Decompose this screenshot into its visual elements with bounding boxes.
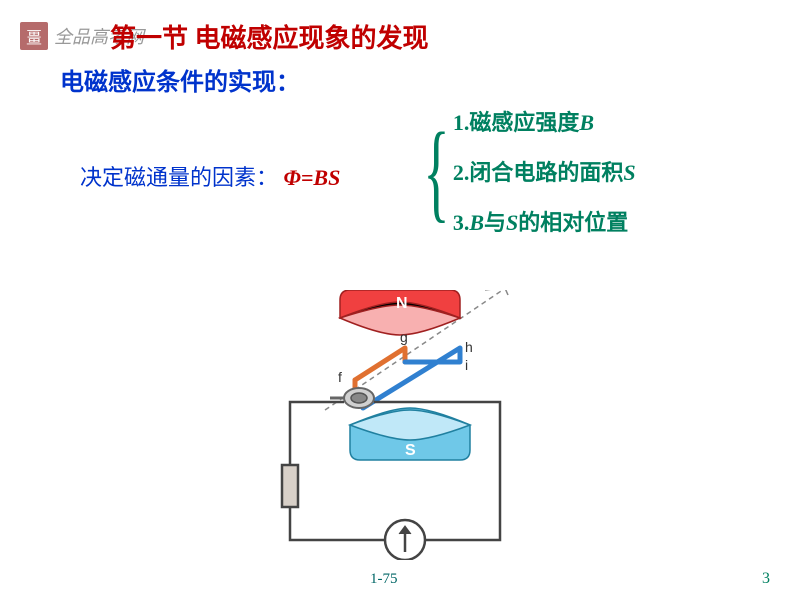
logo-icon: 畺	[20, 22, 48, 50]
label-g: g	[400, 329, 408, 345]
footer-page-ref: 1-75	[370, 571, 398, 588]
formula: Φ=BS	[284, 165, 341, 190]
brace-icon: {	[423, 116, 449, 226]
label-f: f	[338, 369, 342, 385]
label-h: h	[465, 339, 473, 355]
formula-section: 决定磁通量的因素： Φ=BS	[80, 160, 340, 192]
factors-area: { 1.磁感应强度B 2.闭合电路的面积S 3.B与S的相对位置	[410, 105, 636, 237]
page-title: 第一节 电磁感应现象的发现	[110, 18, 429, 55]
factors-list: 1.磁感应强度B 2.闭合电路的面积S 3.B与S的相对位置	[453, 105, 636, 237]
magnet-n-label: N	[396, 295, 408, 312]
coil: g h f i	[330, 329, 473, 408]
factor-2: 2.闭合电路的面积S	[453, 155, 636, 187]
circuit-diagram: N g h f i S	[260, 290, 540, 560]
formula-label: 决定磁通量的因素：	[80, 165, 278, 190]
magnet-s: S	[350, 408, 470, 460]
factor-3: 3.B与S的相对位置	[453, 205, 636, 237]
subtitle: 电磁感应条件的实现：	[60, 62, 300, 97]
factor-1: 1.磁感应强度B	[453, 105, 636, 137]
footer-page-num: 3	[762, 570, 770, 588]
magnet-s-label: S	[405, 442, 416, 459]
label-i: i	[465, 357, 468, 373]
